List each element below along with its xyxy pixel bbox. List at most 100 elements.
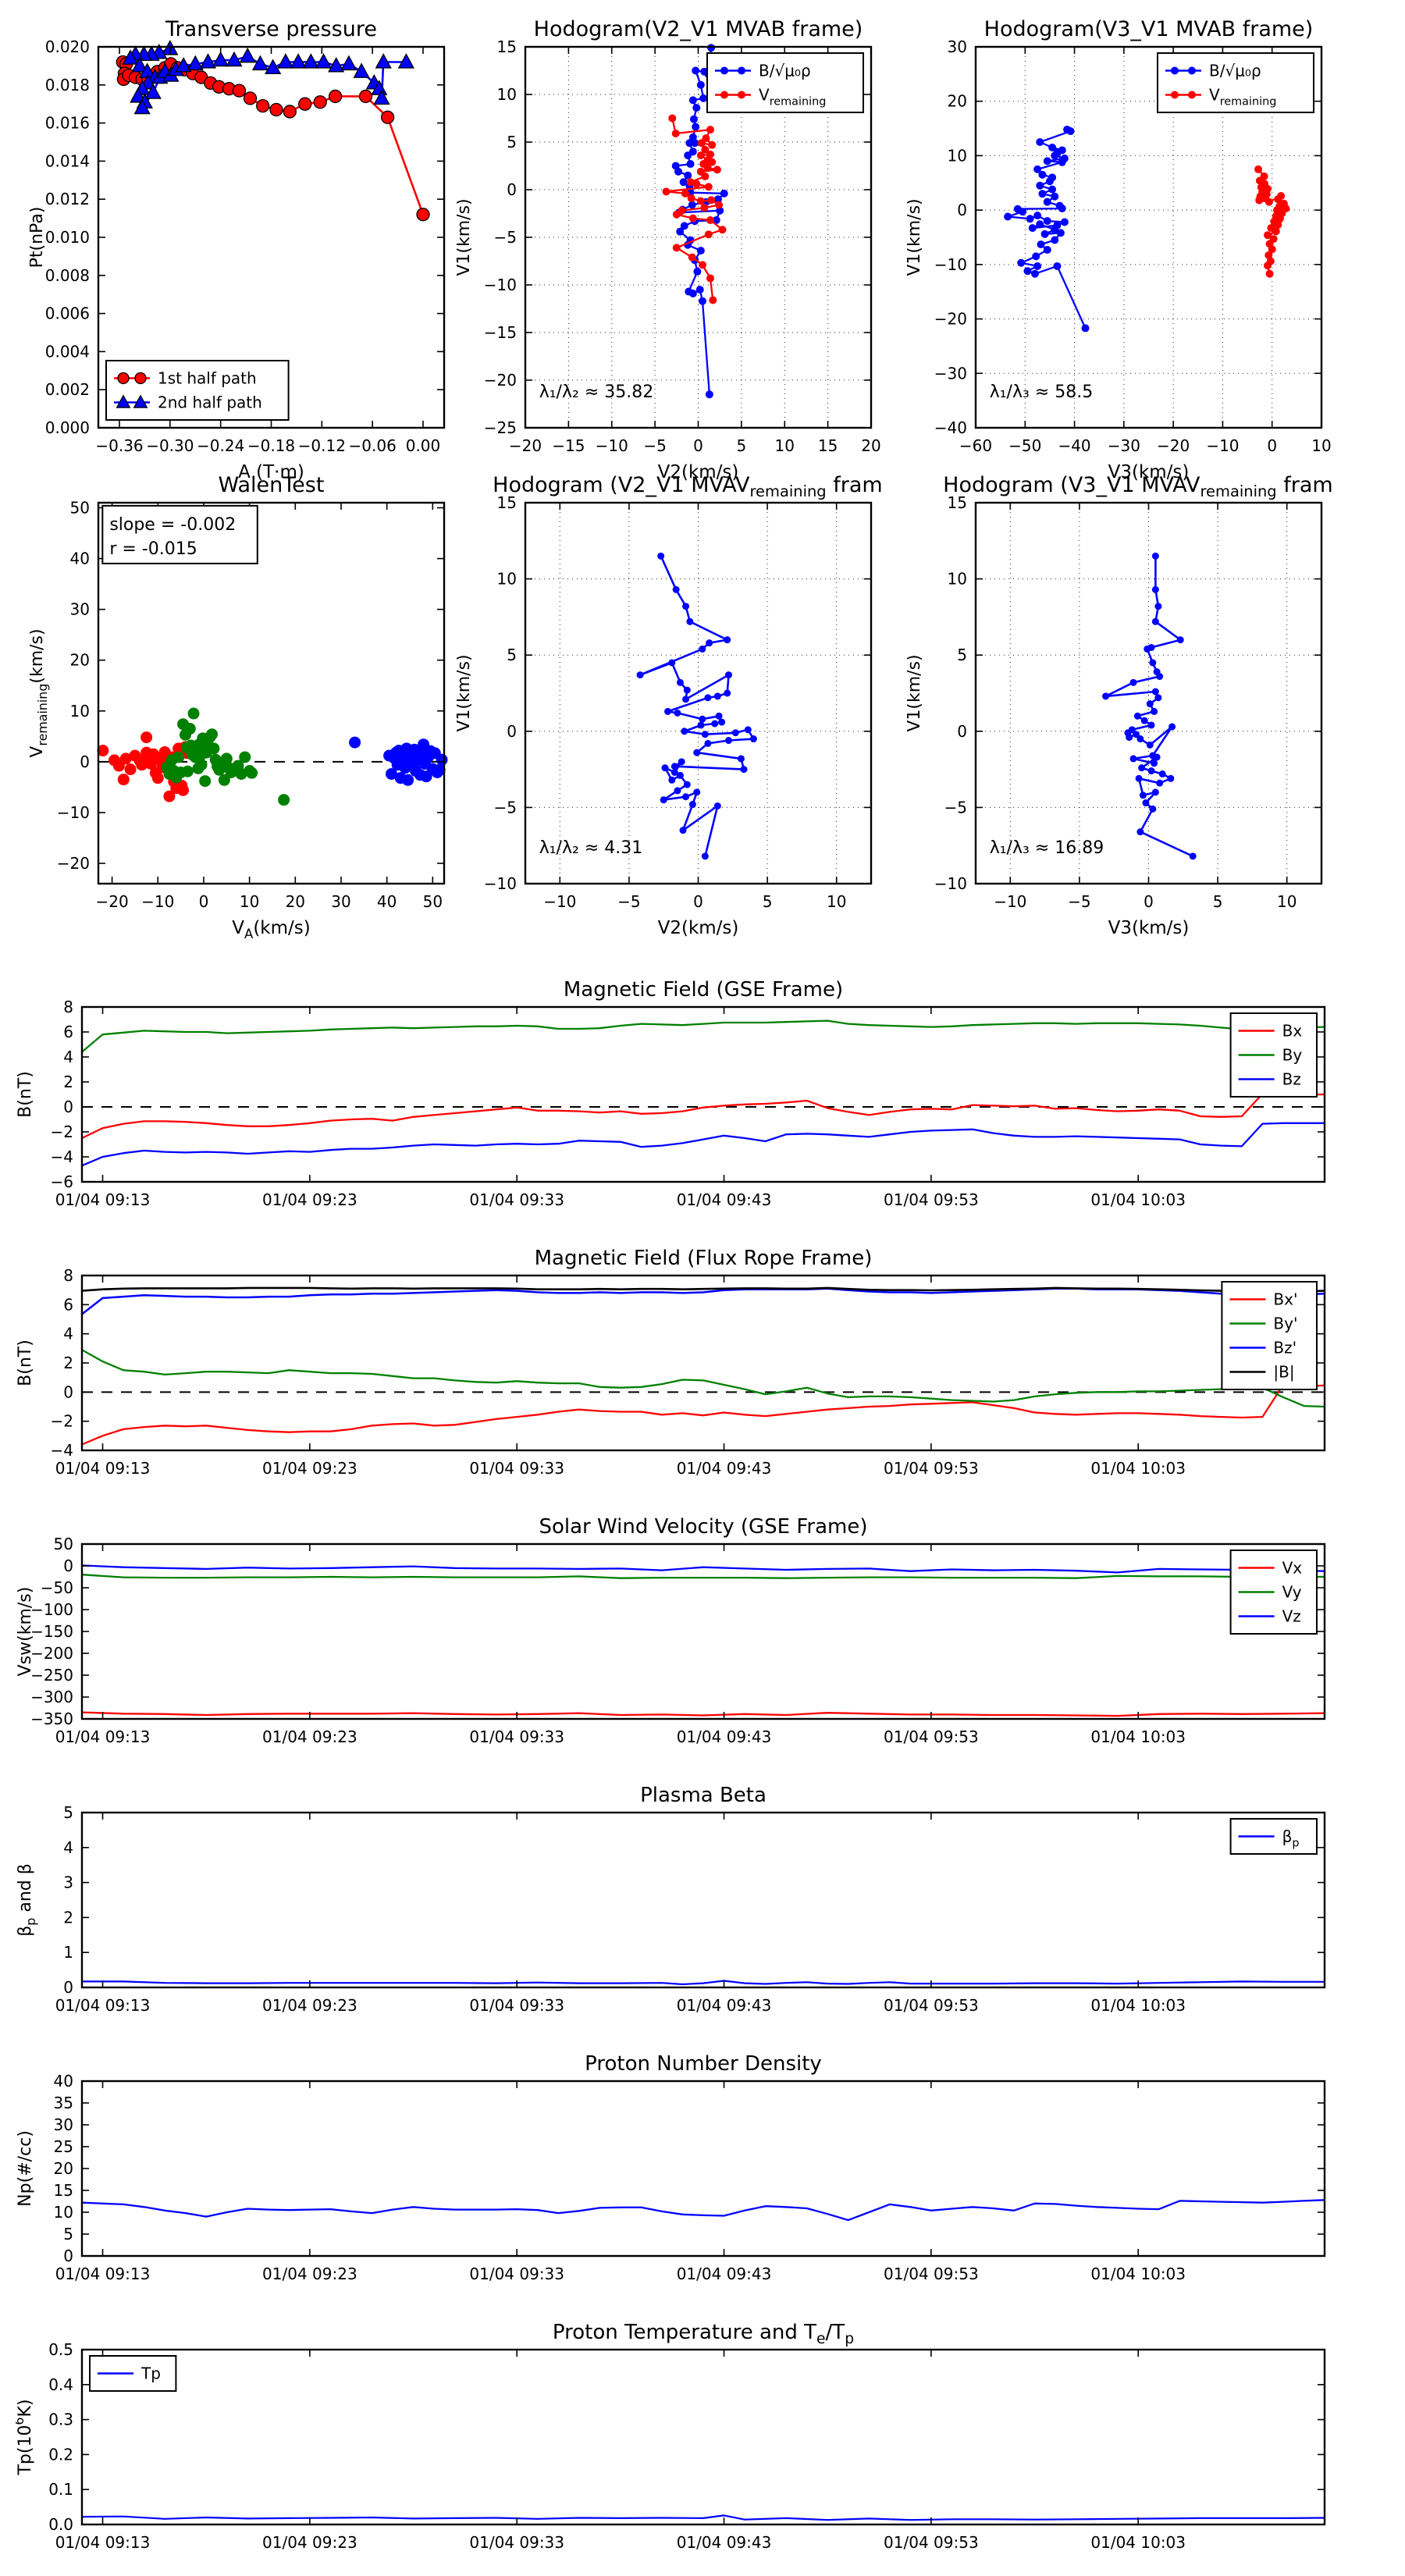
hodogram-v3v1-mvav-chart: −10 −5 0 5 10 −10 −5 0 5 10 15 V3(km/s) V1(km/s) Hodo… xyxy=(905,473,1354,938)
hodogram-v3v1-mvab-series-v-remaining xyxy=(1254,165,1290,278)
svg-text:01/04 09:43: 01/04 09:43 xyxy=(677,2265,772,2283)
walen-test-annotation: slope = -0.002 r = -0.015 xyxy=(101,504,258,564)
svg-text:0.010: 0.010 xyxy=(45,228,90,247)
hodogram-v3v1-mvav-series-v-remaining-path xyxy=(1102,552,1197,860)
svg-text:01/04 09:43: 01/04 09:43 xyxy=(677,1727,772,1746)
svg-text:0.014: 0.014 xyxy=(45,151,90,170)
svg-text:Bz: Bz xyxy=(1282,1070,1301,1089)
svg-text:5: 5 xyxy=(737,436,747,455)
hodogram-v3v1-mvab-annotation: λ₁/λ₃ ≈ 58.5 xyxy=(990,382,1094,402)
svg-text:0.1: 0.1 xyxy=(48,2480,73,2499)
solar-wind-velocity-axes-ticks: 01/04 09:13 01/04 09:23 01/04 09:33 01/04 0… xyxy=(30,1535,1325,1746)
svg-text:Tp: Tp xyxy=(140,2364,161,2383)
magnetic-field-gse-axes-ticks: 01/04 09:13 01/04 09:23 01/04 09:33 01/04 0… xyxy=(51,998,1325,1209)
panel-solar-wind-velocity: 01/04 09:13 01/04 09:23 01/04 09:33 01/04 0… xyxy=(16,1505,1389,1763)
hodogram-v3v1-mvav-plot-area xyxy=(976,502,1321,884)
svg-text:V2(km/s): V2(km/s) xyxy=(658,918,739,938)
svg-text:Proton Number Density: Proton Number Density xyxy=(585,2052,822,2076)
svg-text:01/04 10:03: 01/04 10:03 xyxy=(1090,2265,1186,2283)
svg-text:10: 10 xyxy=(948,146,967,165)
svg-text:01/04 09:33: 01/04 09:33 xyxy=(469,1996,564,2015)
svg-text:−2: −2 xyxy=(51,1412,73,1431)
proton-temperature-axes-box xyxy=(80,2348,1326,2526)
svg-text:−10: −10 xyxy=(1206,436,1239,455)
plasma-beta-chart: 01/04 09:13 01/04 09:23 01/04 09:33 01/04 0… xyxy=(16,1784,1326,2015)
proton-number-density-series-np xyxy=(80,2199,1326,2222)
svg-text:0: 0 xyxy=(1267,436,1277,455)
svg-text:30: 30 xyxy=(54,2115,73,2134)
proton-temperature-plot-area xyxy=(80,2514,1326,2521)
svg-text:−20: −20 xyxy=(509,436,542,455)
svg-text:|B|: |B| xyxy=(1273,1363,1294,1382)
svg-text:−0.30: −0.30 xyxy=(146,436,194,455)
svg-text:0.006: 0.006 xyxy=(45,304,90,323)
svg-text:1: 1 xyxy=(63,1943,73,1962)
walen-test-series-first-third xyxy=(97,731,194,802)
transverse-pressure-chart: −0.36 −0.30 −0.24 −0.18 −0.12 −0.06 0.00 0.000 0… xyxy=(27,17,446,482)
proton-number-density-plot-area xyxy=(80,2199,1326,2222)
svg-text:Pt(nPa): Pt(nPa) xyxy=(30,207,47,269)
svg-text:50: 50 xyxy=(423,892,443,911)
svg-text:A (T·m): A (T·m) xyxy=(238,462,304,482)
svg-text:0.5: 0.5 xyxy=(48,2340,73,2359)
svg-text:Magnetic Field (GSE Frame): Magnetic Field (GSE Frame) xyxy=(564,978,843,1002)
svg-text:0: 0 xyxy=(507,722,517,741)
svg-text:−15: −15 xyxy=(484,323,517,342)
proton-temperature-series-tp xyxy=(80,2514,1326,2521)
svg-text:−5: −5 xyxy=(617,892,640,911)
svg-text:−0.24: −0.24 xyxy=(197,436,244,455)
svg-text:01/04 09:43: 01/04 09:43 xyxy=(677,1996,772,2015)
svg-text:5: 5 xyxy=(1213,892,1223,911)
svg-text:λ₁/λ₂ ≈ 35.82: λ₁/λ₂ ≈ 35.82 xyxy=(539,382,654,402)
proton-temperature-axes-ticks: 01/04 09:13 01/04 09:23 01/04 09:33 01/04 0… xyxy=(48,2340,1325,2552)
svg-text:01/04 10:03: 01/04 10:03 xyxy=(1090,1996,1186,2015)
magnetic-field-gse-legend: Bx By Bz xyxy=(1229,1012,1318,1098)
walen-test-series-last-third xyxy=(349,736,448,786)
hodogram-v2v1-mvab-series-v-remaining xyxy=(662,114,727,304)
magnetic-field-flux-rope-series-bx-prime xyxy=(80,1383,1326,1446)
hodogram-v2v1-mvab-annotation: λ₁/λ₂ ≈ 35.82 xyxy=(539,382,654,402)
svg-text:01/04 09:33: 01/04 09:33 xyxy=(469,1459,564,1478)
svg-text:−350: −350 xyxy=(30,1710,73,1728)
hodogram-v2v1-mvab-series-b-over-sqrt-mu0-rho xyxy=(671,44,728,399)
plasma-beta-axes-box xyxy=(80,1811,1326,1989)
svg-text:Vz: Vz xyxy=(1282,1607,1301,1626)
panel-hodogram-v2v1-mvav: −10 −5 0 5 10 −10 −5 0 5 10 15 V2(km/s) V1(km/s) Hodo… xyxy=(454,467,904,945)
svg-text:−5: −5 xyxy=(1068,892,1090,911)
hodogram-v2v1-mvav-series-v-remaining-path xyxy=(636,552,757,860)
hodogram-v3v1-mvab-axes-ticks: −60 −50 −40 −30 −20 −10 0 10 −40 −30 −20 −10 0 10 20 30 xyxy=(934,37,1332,455)
proton-number-density-chart: 01/04 09:13 01/04 09:23 01/04 09:33 01/04 0… xyxy=(16,2052,1326,2283)
svg-text:0: 0 xyxy=(693,892,703,911)
magnetic-field-gse-series-bz xyxy=(80,1122,1326,1167)
panel-magnetic-field-flux-rope: 01/04 09:13 01/04 09:23 01/04 09:33 01/04 0… xyxy=(16,1236,1389,1494)
magnetic-field-gse-axes-box xyxy=(80,1005,1326,1183)
svg-text:Hodogram (V2_V1 MVAVremaining: Hodogram (V2_V1 MVAVremaining frame) xyxy=(493,473,882,500)
hodogram-v3v1-mvab-legend: B/√μ₀ρ Vremaining xyxy=(1157,52,1314,113)
svg-text:8: 8 xyxy=(63,1266,73,1285)
svg-text:8: 8 xyxy=(63,998,73,1016)
svg-text:01/04 09:43: 01/04 09:43 xyxy=(677,1190,772,1209)
svg-text:−15: −15 xyxy=(552,436,585,455)
svg-text:0: 0 xyxy=(63,1557,73,1575)
svg-text:2: 2 xyxy=(63,1908,73,1927)
svg-text:0.004: 0.004 xyxy=(45,342,90,361)
solar-wind-velocity-series-vy xyxy=(80,1574,1326,1579)
solar-wind-velocity-plot-area xyxy=(80,1564,1326,1717)
hodogram-v2v1-mvab-chart: −20 −15 −10 −5 0 5 10 15 20−25−20−15−10−5051015V… xyxy=(454,17,881,482)
svg-text:V3(km/s): V3(km/s) xyxy=(1108,462,1190,482)
svg-text:01/04 09:53: 01/04 09:53 xyxy=(884,1459,979,1478)
svg-text:By: By xyxy=(1282,1046,1303,1065)
magnetic-field-gse-series-bx xyxy=(80,1093,1326,1140)
hodogram-v3v1-mvab-series-b-over-sqrt-mu0-rho xyxy=(1004,125,1090,333)
svg-text:0: 0 xyxy=(1144,892,1154,911)
svg-text:Bz': Bz' xyxy=(1273,1339,1297,1357)
panel-proton-number-density: 01/04 09:13 01/04 09:23 01/04 09:33 01/04 0… xyxy=(16,2042,1389,2300)
plasma-beta-plot-area xyxy=(80,1980,1326,1986)
magnetic-field-flux-rope-chart: 01/04 09:13 01/04 09:23 01/04 09:33 01/04 0… xyxy=(16,1247,1326,1478)
svg-text:4: 4 xyxy=(63,1325,73,1343)
magnetic-field-flux-rope-series-by-prime xyxy=(80,1349,1326,1408)
svg-text:5: 5 xyxy=(763,892,773,911)
svg-text:01/04 09:13: 01/04 09:13 xyxy=(55,2533,151,2552)
svg-text:−2: −2 xyxy=(51,1123,73,1141)
transverse-pressure-legend: 1st half path 2nd half path xyxy=(105,360,290,421)
